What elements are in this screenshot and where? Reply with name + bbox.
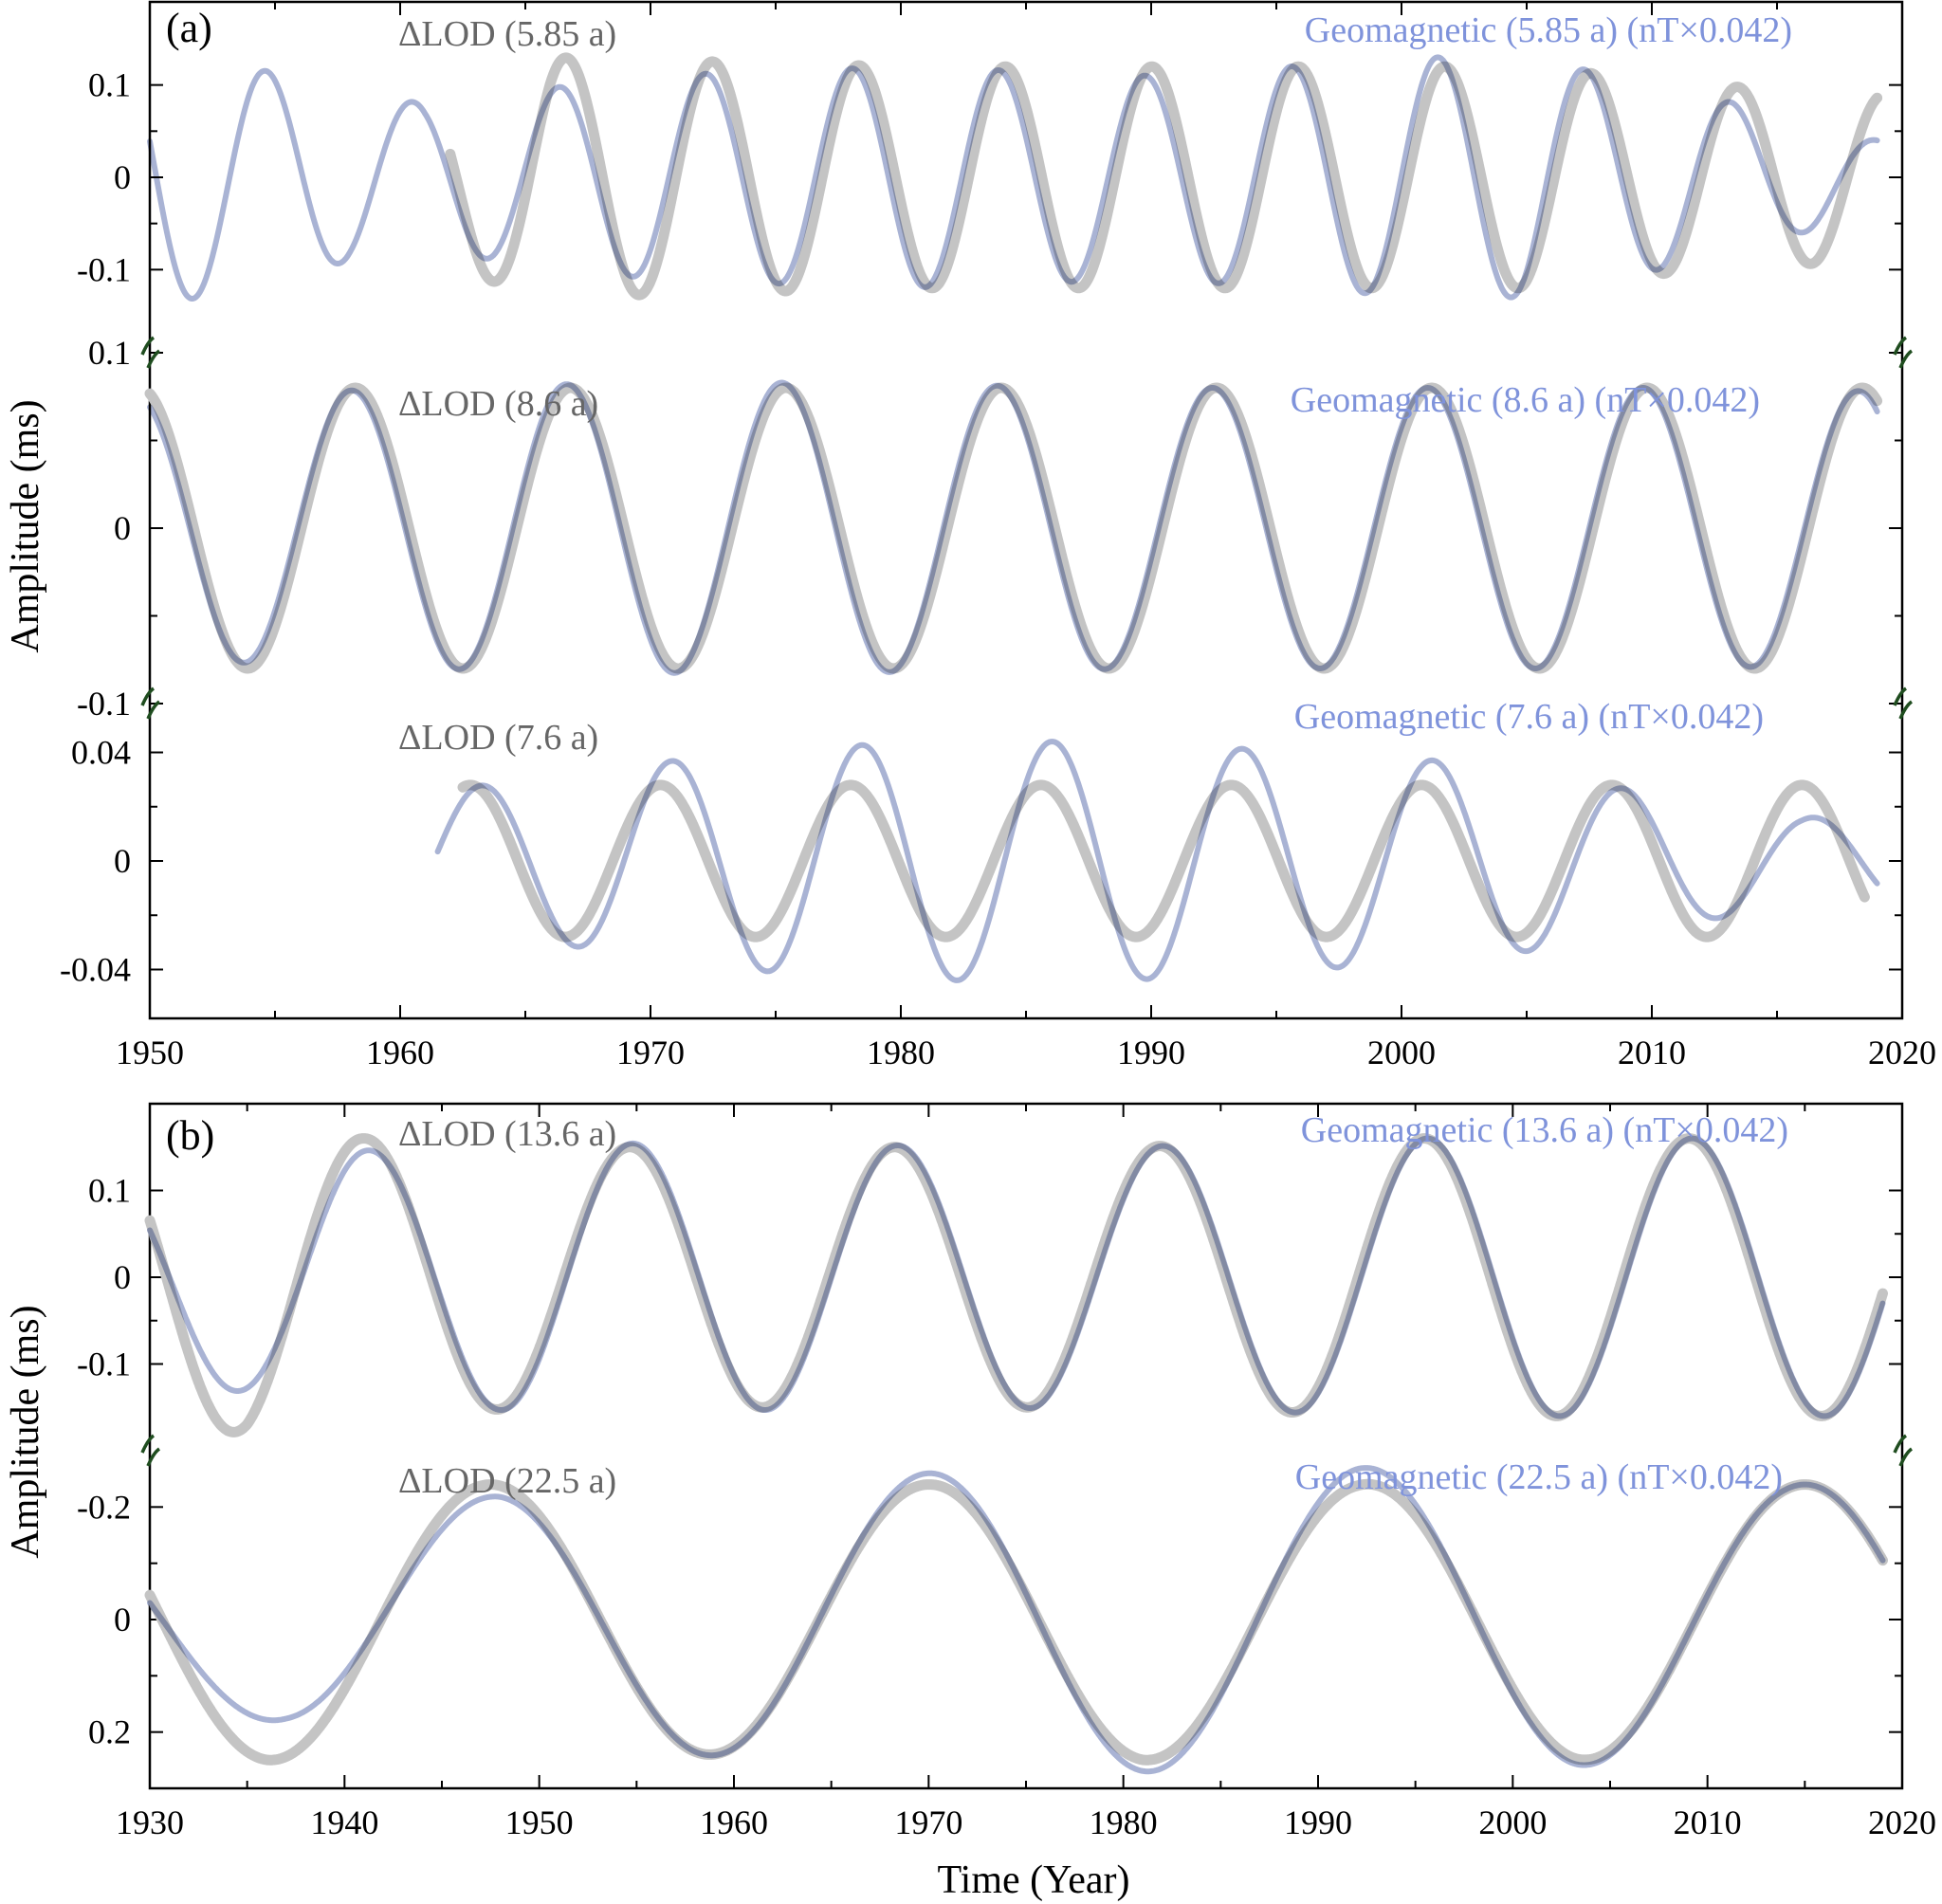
series-label-lod: ΔLOD (22.5 a)	[398, 1461, 616, 1501]
x-tick-label: 1960	[700, 1803, 768, 1841]
series-line-lod	[144, 1478, 1888, 1766]
x-tick-label: 1970	[894, 1803, 962, 1841]
x-tick-label: 2020	[1868, 1034, 1936, 1071]
series-line-geomagnetic	[147, 54, 1880, 302]
series-line-lod	[457, 779, 1870, 943]
y-tick-label: 0.1	[88, 1172, 131, 1210]
x-tick-label: 1930	[116, 1803, 184, 1841]
axis-break-right	[1893, 336, 1914, 369]
series-line-geomagnetic	[147, 1465, 1886, 1775]
x-tick-label: 1960	[366, 1034, 434, 1071]
subplot-1: 0.1 0 -0.1 ΔLOD (13.6 a) Geomagnetic (13.6 a…	[77, 1110, 1902, 1437]
series-label-lod: ΔLOD (8.6 a)	[398, 384, 598, 424]
y-tick-label: -0.1	[77, 250, 131, 288]
y-tick-label: 0	[114, 509, 131, 547]
plot-frame	[148, 0, 1904, 1020]
series-label-geomagnetic: Geomagnetic (5.85 a) (nT×0.042)	[1305, 10, 1792, 50]
axis-break-right	[1893, 1434, 1914, 1467]
x-tick-label: 1990	[1284, 1803, 1352, 1841]
y-tick-label: 0	[114, 1258, 131, 1296]
series-line-lod	[445, 52, 1883, 301]
panel-a: 1950 1960 1970 1980 1990 2000 2010 2020 (a) Ampli…	[4, 0, 1936, 1071]
y-tick-label: 0.1	[88, 334, 131, 372]
series-label-geomagnetic: Geomagnetic (22.5 a) (nT×0.042)	[1295, 1457, 1783, 1497]
y-tick-label: -0.1	[77, 1346, 131, 1383]
series-line-geomagnetic	[147, 1135, 1886, 1419]
panel-label: (b)	[166, 1112, 214, 1159]
panel-b: 1930 1940 1950 1960 1970 1980 1990 2000 2010 2020…	[4, 1102, 1936, 1902]
series-line-geomagnetic	[147, 379, 1880, 676]
y-tick-label: 0	[114, 158, 131, 196]
x-tick-label: 1980	[1090, 1803, 1158, 1841]
y-axis-title: Amplitude (ms)	[4, 1305, 47, 1558]
axis-break-left	[140, 336, 161, 369]
y-tick-label: -0.1	[77, 685, 131, 723]
axis-break-left	[140, 687, 161, 720]
subplot-2: 0.1 0 -0.1 ΔLOD (8.6 a) Geomagnetic (8.6 a) …	[77, 334, 1902, 723]
x-tick-label: 1950	[116, 1034, 184, 1071]
series-label-geomagnetic: Geomagnetic (13.6 a) (nT×0.042)	[1301, 1110, 1788, 1150]
axis-break-right	[1893, 687, 1914, 720]
series-label-geomagnetic: Geomagnetic (8.6 a) (nT×0.042)	[1291, 380, 1760, 420]
y-tick-label: 0.1	[88, 66, 131, 104]
x-tick-label: 2010	[1674, 1803, 1742, 1841]
x-tick-label: 1940	[310, 1803, 378, 1841]
subplot-3: 0.04 0 -0.04 ΔLOD (7.6 a) Geomagnetic (7.6 a…	[60, 697, 1902, 988]
y-tick-label: 0.04	[71, 734, 131, 772]
x-tick-label: 2000	[1367, 1034, 1436, 1071]
x-tick-label: 1970	[616, 1034, 685, 1071]
x-tick-label: 2000	[1478, 1803, 1547, 1841]
series-label-lod: ΔLOD (5.85 a)	[398, 14, 616, 54]
x-axis-title: Time (Year)	[937, 1858, 1129, 1902]
y-tick-label: 0.2	[88, 1713, 131, 1751]
subplot-2: -0.2 0 0.2 ΔLOD (22.5 a) Geomagnetic (22.5 a…	[77, 1457, 1902, 1775]
y-tick-label: -0.2	[77, 1488, 131, 1526]
x-tick-label: 1990	[1117, 1034, 1185, 1071]
panel-label: (a)	[166, 5, 212, 51]
series-label-geomagnetic: Geomagnetic (7.6 a) (nT×0.042)	[1294, 697, 1764, 737]
x-tick-label: 2010	[1618, 1034, 1686, 1071]
axis-break-left	[140, 1434, 161, 1467]
y-tick-label: -0.04	[60, 950, 131, 988]
x-tick-label: 1950	[505, 1803, 574, 1841]
x-tick-label: 1980	[867, 1034, 935, 1071]
subplot-1: 0.1 0 -0.1 ΔLOD (5.85 a) Geomagnetic (5.85 a…	[77, 10, 1902, 302]
series-label-lod: ΔLOD (13.6 a)	[398, 1114, 616, 1154]
y-axis-title: Amplitude (ms)	[4, 399, 47, 652]
x-tick-label: 2020	[1868, 1803, 1936, 1841]
series-label-lod: ΔLOD (7.6 a)	[398, 718, 598, 758]
y-tick-label: 0	[114, 842, 131, 880]
y-tick-label: 0	[114, 1601, 131, 1639]
series-line-geomagnetic	[434, 739, 1880, 983]
